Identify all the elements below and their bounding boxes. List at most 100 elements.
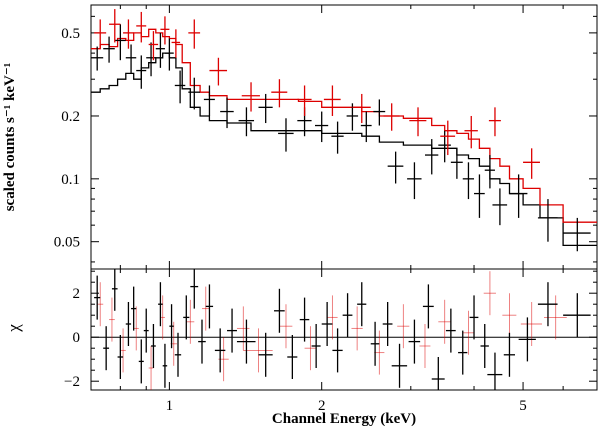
red-data-point (160, 16, 170, 45)
black-data-point (114, 24, 126, 61)
black-residuals-point (111, 269, 118, 311)
y-tick-label: 0.2 (61, 109, 80, 125)
top-panel-ticks: 0.05 0.1 0.2 0.5 (54, 5, 598, 269)
black-data-point (424, 139, 439, 175)
y-axis-label-bottom: χ (4, 324, 23, 333)
black-data-point (188, 77, 201, 110)
black-residuals-point (445, 308, 456, 353)
red-data-point (383, 103, 400, 131)
black-data-point (407, 162, 422, 200)
red-data-point (171, 29, 181, 58)
black-residuals-point (236, 319, 256, 364)
black-residuals-point (151, 324, 156, 368)
red-data-point (123, 19, 134, 49)
red-data-point (440, 120, 456, 156)
black-data-point (238, 107, 255, 137)
y-tick-label: 0.1 (61, 172, 80, 188)
black-data-point (91, 46, 104, 71)
red-data-point (523, 148, 540, 179)
black-residuals-point (518, 317, 536, 362)
red-data-point (297, 85, 312, 116)
red-residuals-point (462, 310, 475, 355)
black-data-point (484, 155, 495, 189)
red-data-point (148, 31, 159, 61)
black-residuals-point (143, 308, 149, 353)
black-residuals-point (174, 332, 182, 377)
red-residuals-point (236, 306, 250, 351)
red-residuals-point (419, 324, 431, 368)
black-residuals-point (382, 302, 393, 346)
black-residuals-point (357, 282, 367, 327)
red-data-point (464, 115, 478, 149)
residual-plot-area (91, 269, 597, 390)
red-residuals-point (483, 271, 496, 316)
red-residuals-point (120, 328, 126, 373)
top-panel-frame (90, 4, 598, 270)
red-residuals-point (438, 299, 451, 344)
black-data-point (278, 118, 294, 152)
x-tick-label: 5 (519, 398, 527, 414)
black-residuals-point (563, 293, 591, 338)
black-residuals-point (332, 328, 343, 373)
black-data-point (315, 111, 329, 143)
black-data-point (174, 70, 186, 104)
black-data-point (103, 36, 115, 63)
black-residuals-point (103, 326, 110, 371)
red-residuals-point (327, 295, 338, 340)
black-data-point (373, 99, 386, 126)
black-residuals-point (469, 295, 479, 340)
black-residuals-point (205, 284, 214, 329)
black-residuals-point (94, 275, 101, 320)
red-residuals-point (133, 306, 139, 351)
red-residuals-point (351, 306, 363, 351)
black-data-point (450, 148, 463, 179)
black-residuals-point (274, 288, 285, 333)
red-residuals-point (520, 302, 542, 346)
red-residuals-point (243, 328, 273, 373)
black-residuals-point (190, 269, 199, 309)
black-data-point (220, 97, 234, 129)
black-residuals-point (537, 282, 558, 327)
black-residuals-point (342, 293, 353, 338)
black-residuals-point (214, 328, 226, 373)
black-residuals-point (131, 286, 137, 331)
black-data-point (203, 85, 215, 116)
y-tick-label: −2 (64, 374, 80, 390)
black-residuals-point (258, 332, 273, 377)
red-residuals-point (186, 299, 195, 344)
bottom-panel-frame (90, 268, 598, 391)
black-data-point (537, 199, 558, 242)
red-residuals-point (148, 346, 154, 390)
red-residuals-point (279, 304, 293, 349)
red-data-point (241, 82, 260, 112)
black-data-point (164, 38, 174, 71)
black-data-point (125, 44, 137, 74)
red-residuals-point (160, 295, 165, 340)
black-residuals-point (169, 304, 174, 349)
black-residuals-point (480, 324, 489, 368)
black-data-point (387, 151, 404, 184)
black-model-line (91, 52, 597, 247)
black-data-point (438, 130, 451, 163)
black-data-point (492, 188, 508, 226)
x-tick-label: 1 (166, 398, 174, 414)
red-data-point (136, 11, 147, 43)
red-residuals-point (109, 297, 115, 342)
black-residuals-point (458, 330, 468, 375)
x-axis-label: Channel Energy (keV) (272, 411, 416, 427)
black-data-point (146, 42, 156, 77)
red-residuals-point (374, 330, 385, 375)
red-residuals-point (201, 286, 210, 331)
bottom-panel-ticks: 1 2 5 −2 0 2 (64, 269, 598, 414)
red-data-point (488, 107, 501, 137)
black-data-point (509, 174, 528, 218)
y-axis-label-top: scaled counts s⁻¹ keV⁻¹ (2, 63, 18, 212)
red-data-point (409, 107, 427, 137)
black-residuals-point (158, 282, 163, 327)
black-residuals-point (408, 319, 421, 364)
y-tick-label: 0.05 (54, 235, 80, 251)
black-residuals-point (431, 357, 445, 390)
black-residuals-point (311, 324, 321, 368)
black-data-point (331, 121, 344, 154)
black-residuals-point (138, 339, 144, 384)
